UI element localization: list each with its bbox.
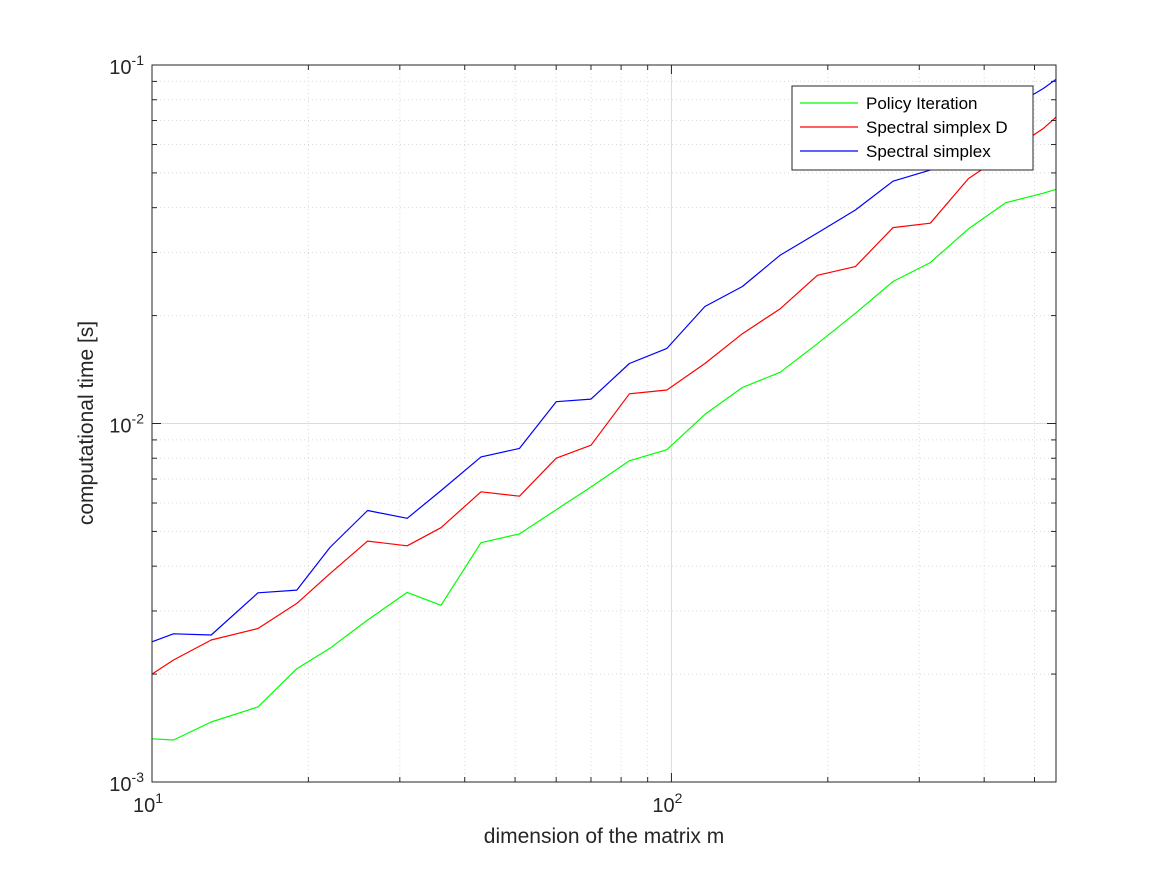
x-axis-label: dimension of the matrix m: [484, 825, 724, 848]
y-tick-label: 10-2: [109, 411, 144, 438]
series-line-2: [151, 78, 1057, 643]
x-tick-label: 102: [652, 790, 682, 817]
legend: Policy Iteration Spectral simplex D Spectr…: [791, 85, 1034, 171]
grid: [151, 64, 1056, 783]
legend-box: [791, 85, 1034, 171]
y-axis-label: computational time [s]: [75, 321, 98, 525]
tick-labels: 101 102 10-3 10-2 10-1: [109, 52, 682, 817]
series-line-0: [151, 188, 1057, 741]
ticks: [151, 64, 1056, 783]
y-tick-label: 10-1: [109, 52, 144, 79]
x-tick-label: 101: [133, 790, 163, 817]
legend-label-1: Spectral simplex D: [866, 118, 1008, 137]
series-line-1: [151, 116, 1057, 675]
legend-label-0: Policy Iteration: [866, 94, 978, 113]
y-tick-label: 10-3: [109, 769, 144, 796]
legend-label-2: Spectral simplex: [866, 142, 991, 161]
series-layer: [151, 78, 1057, 741]
